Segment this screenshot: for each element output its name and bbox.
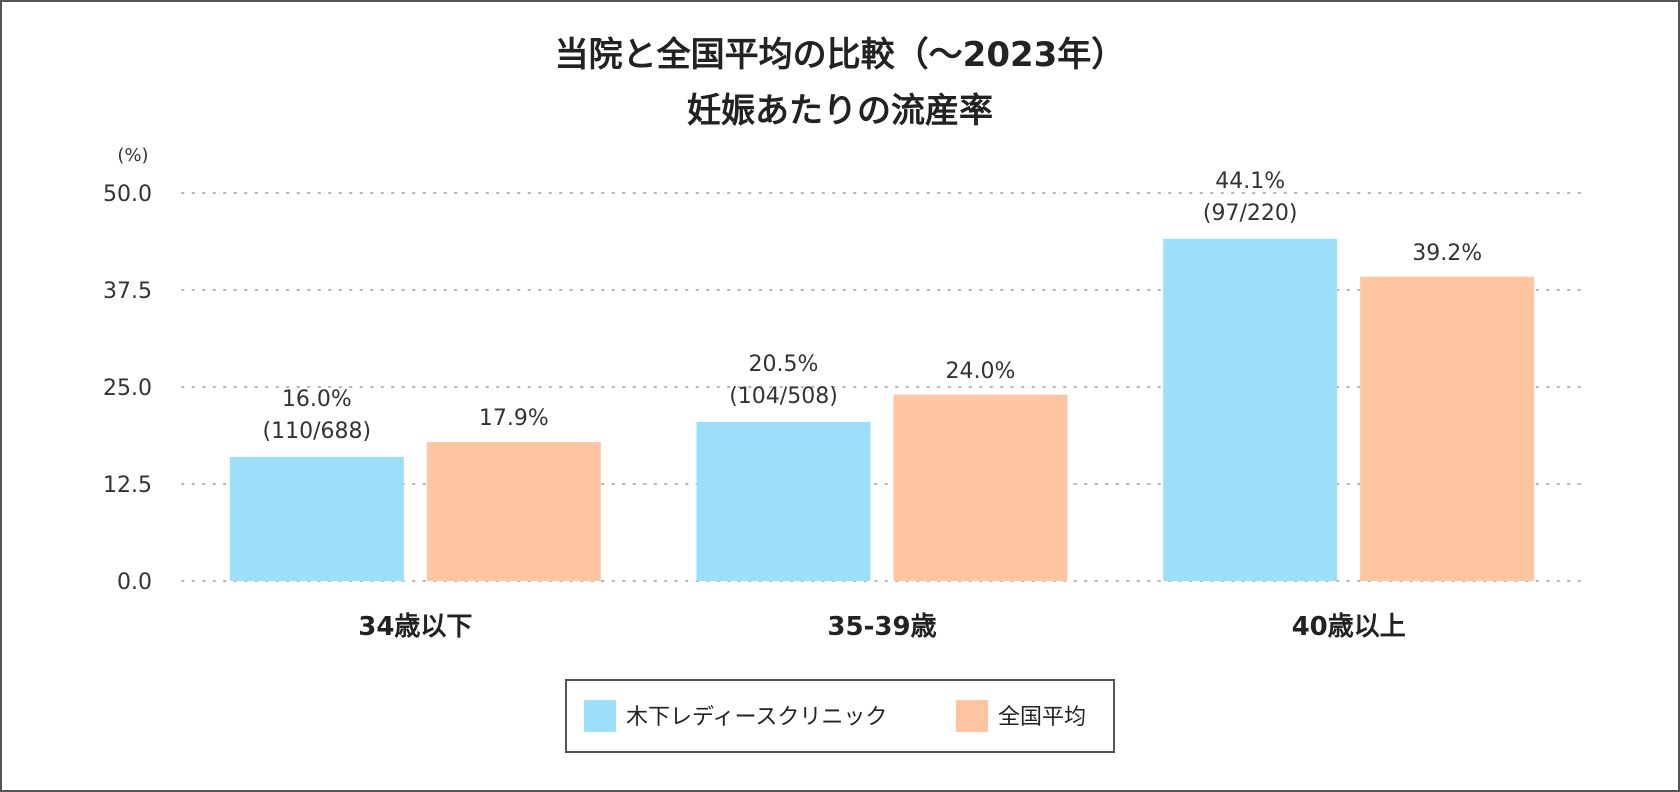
data-label-national-average-0: 17.9% xyxy=(479,406,549,431)
y-tick-label: 12.5 xyxy=(103,473,152,498)
bars xyxy=(229,238,1535,581)
y-tick-label: 37.5 xyxy=(103,279,152,304)
legend-label-kinoshita: 木下レディースクリニック xyxy=(626,705,887,730)
data-sublabel-kinoshita-1: (104/508) xyxy=(729,384,838,409)
chart-title-line-2: 妊娠あたりの流産率 xyxy=(687,91,993,131)
legend-label-national-average: 全国平均 xyxy=(998,705,1086,730)
legend-box xyxy=(565,679,1115,753)
data-labels: 16.0% (110/688) 17.9% 20.5% (104/508) 24.0% 44… xyxy=(263,169,1483,444)
bar-kinoshita-0 xyxy=(229,456,404,581)
bar-kinoshita-1 xyxy=(696,421,871,581)
data-label-national-average-2: 39.2% xyxy=(1412,241,1482,266)
y-axis-ticks: 0.0 12.5 25.0 37.5 50.0 xyxy=(103,182,152,595)
data-label-kinoshita-1: 20.5% xyxy=(749,352,819,377)
data-label-national-average-1: 24.0% xyxy=(946,359,1016,384)
grid-lines xyxy=(181,192,1583,582)
data-label-kinoshita-2: 44.1% xyxy=(1215,169,1285,194)
legend: 木下レディースクリニック 全国平均 xyxy=(565,679,1115,753)
bar-national-average-1 xyxy=(893,394,1068,581)
legend-swatch-kinoshita xyxy=(584,700,616,732)
data-sublabel-kinoshita-2: (97/220) xyxy=(1203,201,1298,226)
bar-kinoshita-2 xyxy=(1163,238,1338,581)
x-category-label: 35-39歳 xyxy=(827,612,936,642)
y-tick-label: 0.0 xyxy=(117,570,152,595)
legend-swatch-national-average xyxy=(956,700,988,732)
bar-national-average-2 xyxy=(1360,276,1535,581)
data-sublabel-kinoshita-0: (110/688) xyxy=(263,419,372,444)
chart-title-line-1: 当院と全国平均の比較（〜2023年） xyxy=(555,35,1126,75)
data-label-kinoshita-0: 16.0% xyxy=(282,387,352,412)
bar-national-average-0 xyxy=(426,442,601,581)
x-category-label: 40歳以上 xyxy=(1292,612,1406,642)
y-axis-unit: (%) xyxy=(117,145,148,166)
x-axis-categories: 34歳以下 35-39歳 40歳以上 xyxy=(358,612,1406,642)
x-category-label: 34歳以下 xyxy=(358,612,472,642)
y-tick-label: 50.0 xyxy=(103,182,152,207)
y-tick-label: 25.0 xyxy=(103,376,152,401)
